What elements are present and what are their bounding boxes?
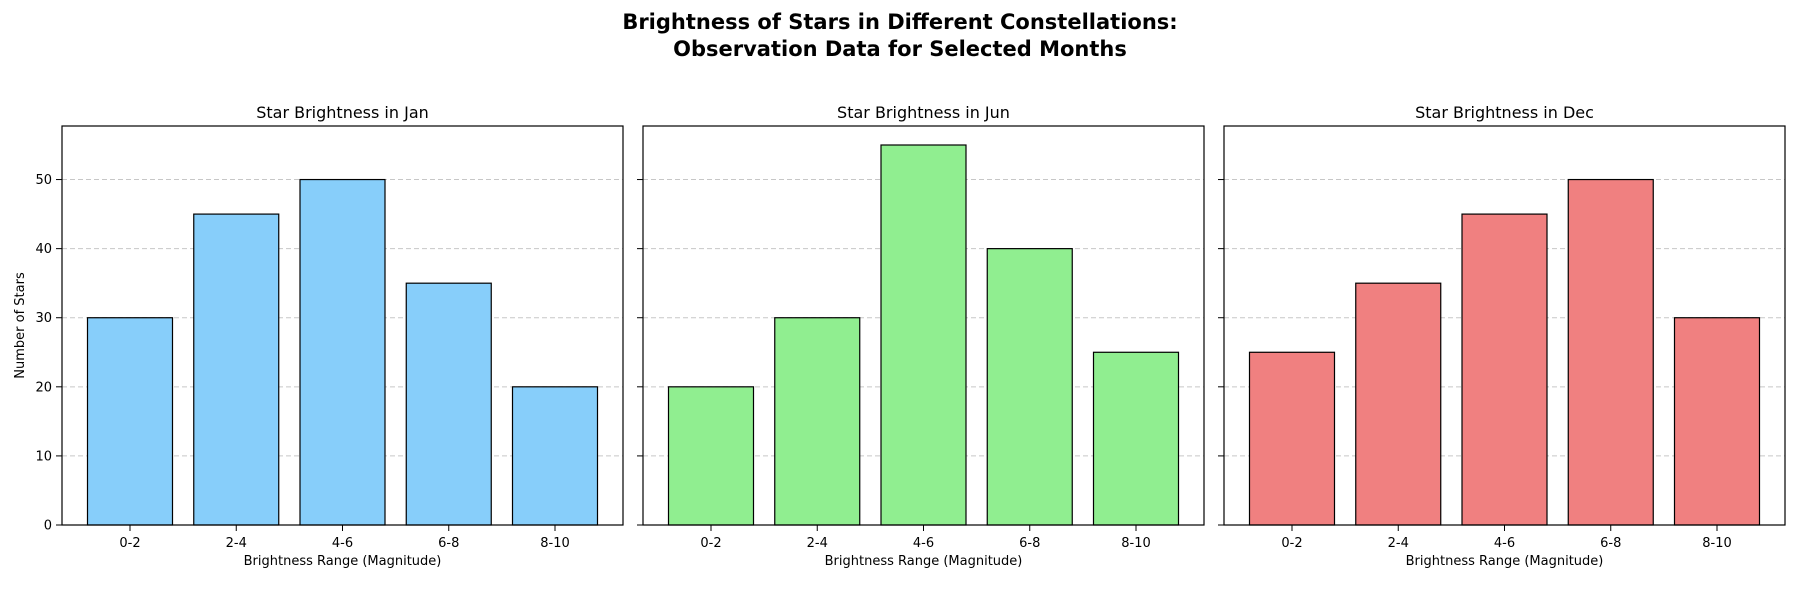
bar-6-8 [1567, 178, 1654, 526]
y-tick-label: 10 [35, 449, 52, 464]
bar-4-6 [299, 178, 386, 526]
bar-4-6 [880, 144, 967, 526]
x-tick-label: 2-4 [807, 536, 828, 551]
subplot-3: 0-2 2-4 4-6 6-8 8-10 Star Brightness in Dec Br… [1218, 103, 1786, 569]
x-tick-label: 2-4 [1388, 536, 1409, 551]
bar-0-2 [1248, 351, 1336, 526]
y-tick-label: 0 [44, 519, 52, 534]
x-tick-label: 0-2 [119, 536, 140, 551]
x-tick-label: 0-2 [700, 536, 721, 551]
x-axis-label: Brightness Range (Magnitude) [825, 554, 1023, 569]
x-tick-label: 8-10 [1702, 536, 1732, 551]
subplot-title: Star Brightness in Dec [1415, 103, 1594, 122]
figure-title-line-2: Observation Data for Selected Months [673, 37, 1127, 61]
x-tick-label: 4-6 [913, 536, 934, 551]
x-tick-label: 0-2 [1281, 536, 1302, 551]
x-tick-label: 2-4 [226, 536, 247, 551]
subplot-1: 0 10 20 30 40 50 0-2 2-4 4-6 6-8 8-10 Star Brightne… [13, 103, 624, 569]
bar-4-6 [1461, 213, 1548, 526]
bar-8-10 [1673, 317, 1761, 526]
x-tick-label: 4-6 [332, 536, 353, 551]
x-axis-label: Brightness Range (Magnitude) [244, 554, 442, 569]
x-tick-label: 6-8 [1019, 536, 1040, 551]
bar-8-10 [511, 386, 599, 526]
bar-6-8 [405, 282, 492, 526]
subplot-2: 0-2 2-4 4-6 6-8 8-10 Star Brightness in Jun Br… [637, 103, 1205, 569]
figure-title: Brightness of Stars in Different Constel… [0, 9, 1800, 63]
bar-0-2 [667, 386, 755, 526]
y-axis-label: Number of Stars [13, 272, 28, 379]
x-axis-label: Brightness Range (Magnitude) [1406, 554, 1604, 569]
bar-2-4 [193, 213, 280, 526]
y-tick-label: 20 [35, 380, 52, 395]
y-tick-label: 30 [35, 311, 52, 326]
bar-2-4 [1355, 282, 1442, 526]
x-tick-label: 8-10 [540, 536, 570, 551]
figure-title-line-1: Brightness of Stars in Different Constel… [622, 10, 1178, 34]
bar-6-8 [986, 248, 1073, 526]
x-tick-label: 8-10 [1121, 536, 1151, 551]
subplot-title: Star Brightness in Jun [837, 103, 1010, 122]
y-tick-label: 50 [35, 173, 52, 188]
subplot-title: Star Brightness in Jan [256, 103, 429, 122]
bar-0-2 [86, 317, 174, 526]
y-tick-label: 40 [35, 242, 52, 257]
x-tick-label: 4-6 [1494, 536, 1515, 551]
bar-8-10 [1092, 351, 1180, 526]
x-tick-label: 6-8 [438, 536, 459, 551]
bar-2-4 [774, 317, 861, 526]
x-tick-label: 6-8 [1600, 536, 1621, 551]
